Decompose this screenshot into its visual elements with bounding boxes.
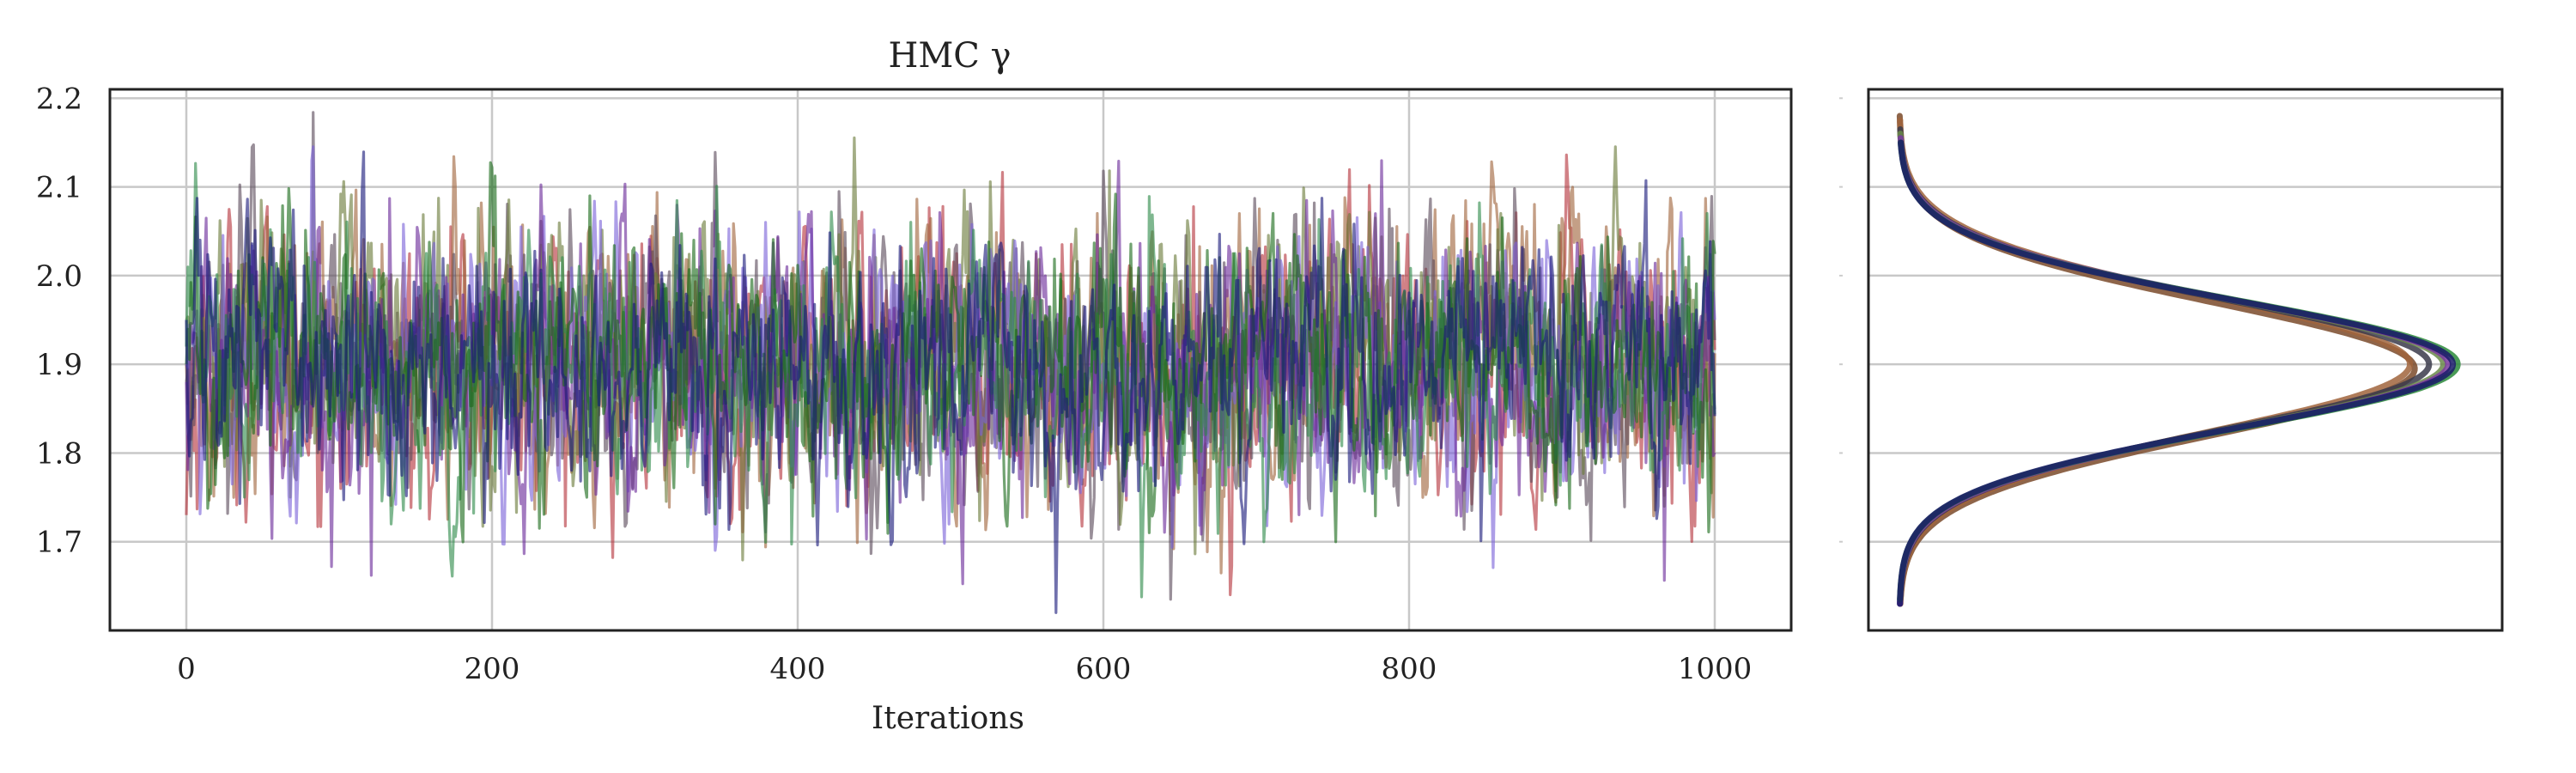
y-tick-label: 2.2: [36, 82, 82, 116]
x-tick-label: 600: [1076, 652, 1132, 686]
density-grid: [1868, 97, 2502, 543]
trace-y-ticks: 1.7 1.8 1.9 2.0 2.1 2.2: [36, 82, 82, 559]
density-frame: [1867, 88, 2504, 632]
y-tick-label: 2.1: [36, 171, 82, 205]
x-tick-label: 1000: [1678, 652, 1753, 686]
x-axis-label: Iterations: [872, 701, 1024, 736]
density-panel: [1839, 88, 2504, 632]
density-series-line: [1897, 139, 2457, 607]
y-tick-label: 1.8: [36, 436, 82, 471]
trace-series-group: [185, 111, 1716, 614]
x-tick-label: 0: [177, 652, 196, 686]
x-tick-label: 800: [1382, 652, 1437, 686]
chart-title: HMC γ: [888, 36, 1011, 76]
x-tick-label: 200: [465, 652, 520, 686]
trace-frame: [108, 88, 1793, 632]
x-tick-label: 400: [770, 652, 826, 686]
trace-series-line: [185, 150, 1716, 614]
density-series-line: [1896, 113, 2418, 607]
density-series-group: [1896, 113, 2461, 607]
y-tick-label: 2.0: [36, 259, 82, 294]
density-y-ticks: [1839, 97, 1843, 543]
density-series-line: [1897, 131, 2447, 603]
y-tick-label: 1.9: [36, 348, 82, 382]
trace-panel: 1.7 1.8 1.9 2.0 2.1 2.2 0 200 400 600 800 1000: [36, 82, 1793, 686]
trace-x-ticks: 0 200 400 600 800 1000: [177, 652, 1752, 686]
density-series-line: [1897, 117, 2414, 603]
density-series-line: [1897, 139, 2461, 603]
y-tick-label: 1.7: [36, 526, 82, 560]
density-series-line: [1897, 135, 2451, 607]
